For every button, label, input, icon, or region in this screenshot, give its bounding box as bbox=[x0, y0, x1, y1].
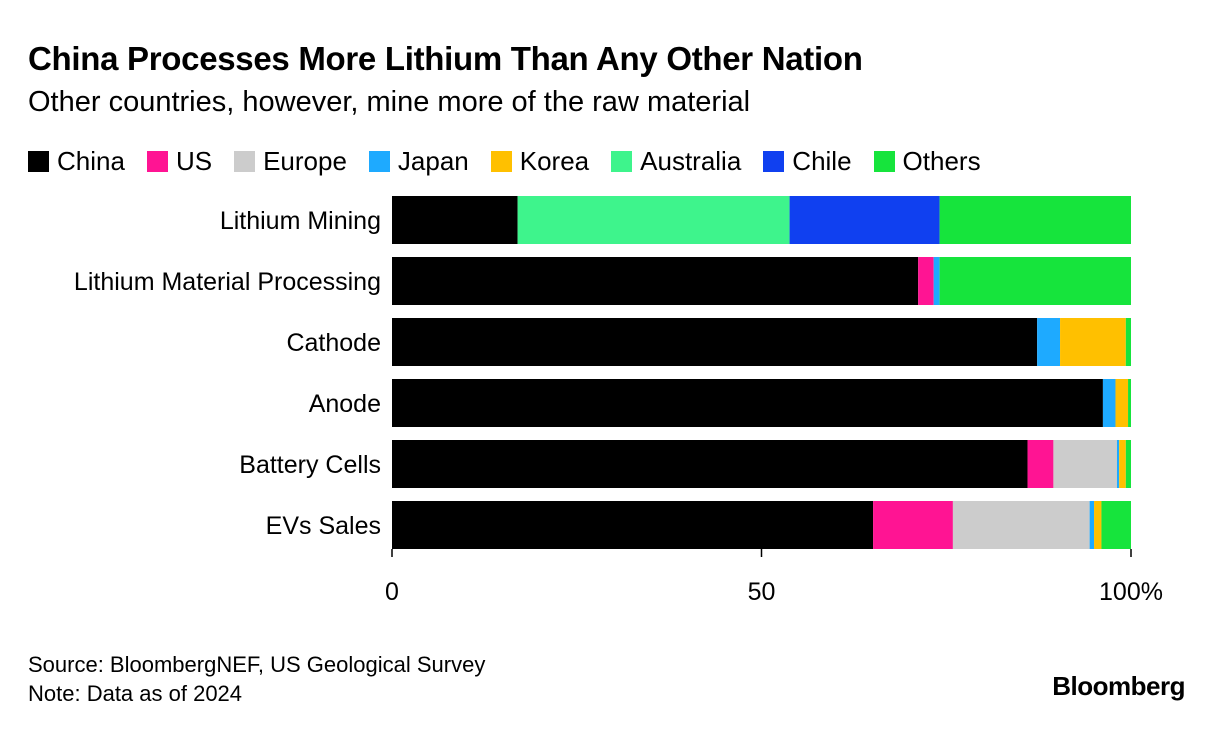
legend-swatch bbox=[368, 151, 390, 172]
bar-segment-chile bbox=[789, 196, 940, 244]
x-tick-label: 50 bbox=[748, 578, 776, 606]
bar-segment-others bbox=[939, 257, 1131, 305]
bar-segment-china bbox=[392, 257, 919, 305]
legend-label: Australia bbox=[640, 146, 742, 176]
bar-segment-korea bbox=[1115, 379, 1129, 427]
category-label: Battery Cells bbox=[239, 451, 381, 479]
legend-item-others: Others bbox=[873, 146, 981, 177]
legend-label: Chile bbox=[792, 146, 852, 176]
legend-label: Japan bbox=[397, 146, 469, 176]
data-note: Note: Data as of 2024 bbox=[28, 681, 243, 706]
category-label: EVs Sales bbox=[266, 512, 381, 540]
x-tick-label: 100% bbox=[1099, 578, 1163, 606]
chart-title: China Processes More Lithium Than Any Ot… bbox=[28, 40, 863, 77]
bar-segment-japan bbox=[1037, 318, 1061, 366]
stacked-bar-chart: Lithium Mining Lithium Material Processin… bbox=[74, 196, 1163, 606]
legend-swatch bbox=[234, 151, 256, 172]
bar-segment-us bbox=[873, 501, 953, 549]
legend-item-china: China bbox=[28, 146, 125, 177]
bar-segment-china bbox=[392, 318, 1038, 366]
category-label: Lithium Mining bbox=[220, 207, 381, 235]
legend-swatch bbox=[873, 151, 895, 172]
bar-segment-others bbox=[1125, 318, 1131, 366]
legend-item-chile: Chile bbox=[763, 146, 852, 177]
category-label: Anode bbox=[309, 390, 381, 418]
bloomberg-logo: Bloomberg bbox=[1052, 671, 1185, 701]
bar-segment-china bbox=[392, 501, 874, 549]
legend-label: Others bbox=[902, 146, 981, 176]
bar-segment-japan bbox=[1116, 440, 1120, 488]
bar-segment-korea bbox=[1060, 318, 1126, 366]
bar-segment-us bbox=[1027, 440, 1054, 488]
legend-label: China bbox=[57, 146, 125, 176]
category-label: Cathode bbox=[286, 329, 381, 357]
bar-segment-japan bbox=[1102, 379, 1116, 427]
bar-segment-china bbox=[392, 196, 518, 244]
legend-item-korea: Korea bbox=[490, 146, 590, 177]
legend-label: Korea bbox=[519, 146, 590, 176]
legend-swatch bbox=[28, 151, 49, 172]
legend: China US Europe Japan Korea Australia Chile Oth… bbox=[28, 146, 1003, 177]
legend-swatch bbox=[490, 151, 512, 172]
bar-segment-others bbox=[1101, 501, 1131, 549]
bar-segment-europe bbox=[1053, 440, 1117, 488]
bar-segment-korea bbox=[1119, 440, 1126, 488]
legend-item-australia: Australia bbox=[611, 146, 741, 177]
legend-swatch bbox=[146, 151, 168, 172]
x-tick-label: 0 bbox=[385, 578, 399, 606]
bar-segment-us bbox=[918, 257, 934, 305]
legend-swatch bbox=[611, 151, 633, 172]
bar-segment-australia bbox=[517, 196, 790, 244]
bar-segment-others bbox=[1128, 379, 1131, 427]
bar-segment-europe bbox=[952, 501, 1090, 549]
source-note: Source: BloombergNEF, US Geological Surv… bbox=[28, 652, 486, 677]
legend-label: US bbox=[175, 146, 213, 176]
legend-item-us: US bbox=[146, 146, 213, 177]
footer: Source: BloombergNEF, US Geological Surv… bbox=[28, 650, 485, 708]
legend-item-europe: Europe bbox=[234, 146, 347, 177]
chart-subtitle: Other countries, however, mine more of t… bbox=[28, 86, 751, 118]
legend-swatch bbox=[763, 151, 785, 172]
bar-segment-china bbox=[392, 440, 1028, 488]
bar-segment-korea bbox=[1094, 501, 1102, 549]
bar-segment-others bbox=[939, 196, 1131, 244]
bar-segment-japan bbox=[933, 257, 940, 305]
category-label: Lithium Material Processing bbox=[74, 268, 381, 296]
bar-segment-china bbox=[392, 379, 1103, 427]
bar-segment-japan bbox=[1089, 501, 1095, 549]
bar-segment-others bbox=[1125, 440, 1131, 488]
legend-label: Europe bbox=[263, 146, 347, 176]
legend-item-japan: Japan bbox=[368, 146, 469, 177]
